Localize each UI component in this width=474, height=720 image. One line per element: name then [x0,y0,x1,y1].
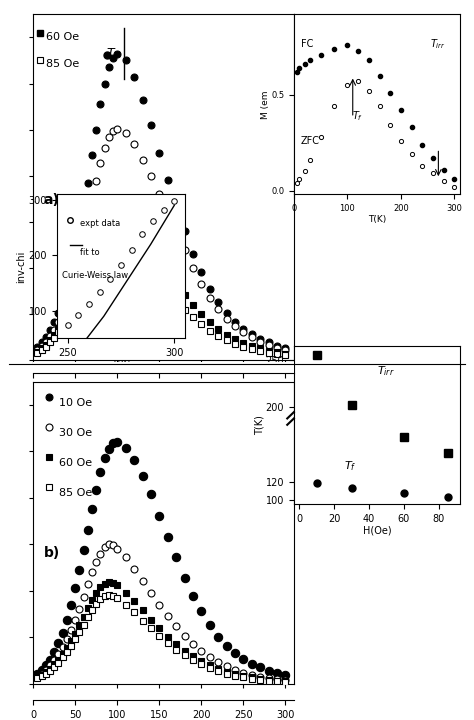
Text: 85 Oe: 85 Oe [46,59,79,69]
X-axis label: T(K): T(K) [111,359,131,369]
Text: 10 Oe: 10 Oe [59,397,92,408]
Text: $T_f$: $T_f$ [106,48,120,62]
Text: 60 Oe: 60 Oe [59,458,92,468]
Text: $T_{irr}$: $T_{irr}$ [377,364,394,378]
Text: expt data: expt data [80,219,120,228]
Text: $T_f$: $T_f$ [352,109,363,122]
Text: fit to: fit to [80,248,100,257]
Text: $T_f$: $T_f$ [344,459,356,473]
Text: b): b) [44,546,60,560]
Y-axis label: T(K): T(K) [254,415,264,435]
Text: $T_{irr}$: $T_{irr}$ [430,37,446,50]
Text: FC: FC [301,39,313,49]
Text: a): a) [44,194,59,207]
Text: 30 Oe: 30 Oe [59,428,92,438]
Text: ZFC: ZFC [301,136,319,146]
Text: 85 Oe: 85 Oe [59,488,92,498]
Text: Curie-Weiss law: Curie-Weiss law [62,271,128,280]
Y-axis label: inv-chi: inv-chi [16,251,26,282]
X-axis label: H(Oe): H(Oe) [363,525,391,535]
Text: 60 Oe: 60 Oe [46,32,79,42]
Y-axis label: M (em: M (em [261,90,270,119]
X-axis label: T(K): T(K) [368,215,386,223]
